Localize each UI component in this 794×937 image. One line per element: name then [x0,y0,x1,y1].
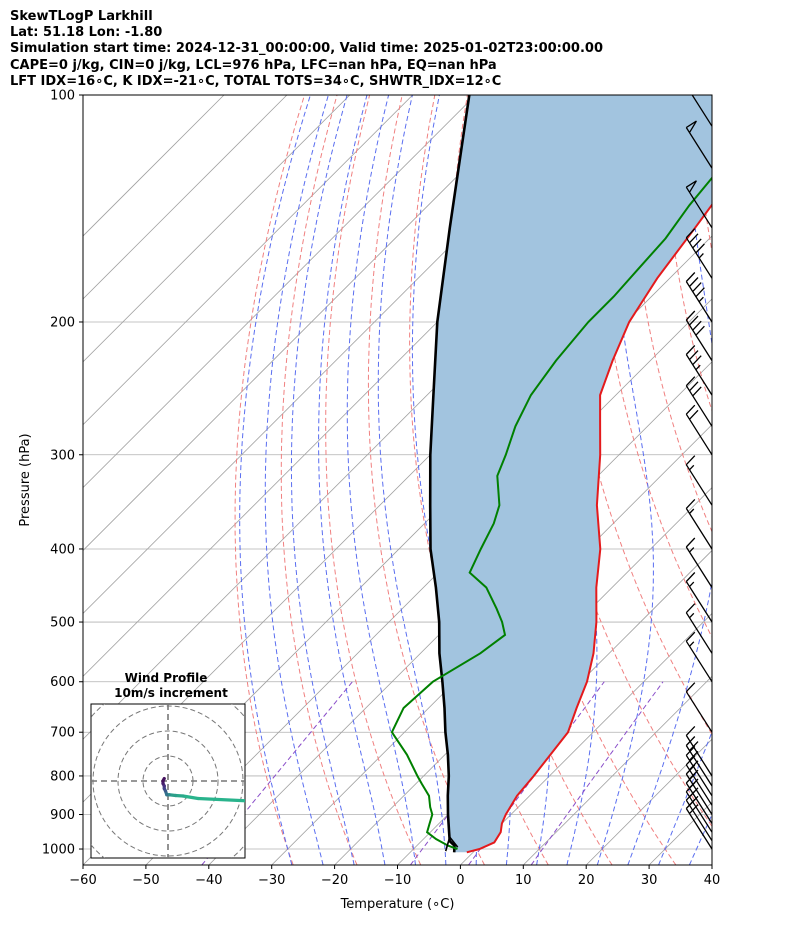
moist-adiabat [290,95,355,865]
hodograph-title: Wind Profile [125,671,208,685]
wind-barb [685,120,712,169]
dry-adiabat [234,95,305,865]
x-tick-label: −30 [258,873,285,888]
wind-barb [685,180,712,229]
y-tick-label: 500 [50,616,75,631]
y-tick-label: 200 [50,315,75,330]
x-tick-label: −20 [321,873,348,888]
parcel-line [428,95,471,853]
isotherm [523,675,712,865]
dry-adiabat [595,95,712,639]
hodograph-trace [161,776,166,783]
wind-barb [685,455,712,506]
isotherm [83,95,476,489]
isotherm [83,95,351,363]
wind-barb [685,310,712,361]
wind-barb [685,537,712,588]
y-tick-label: 100 [50,89,75,104]
dry-adiabat [662,95,712,413]
wind-barb [685,682,712,733]
wind-barb [685,631,712,683]
y-tick-label: 300 [50,448,75,463]
wind-barb [685,572,712,623]
hodograph-trace [197,796,245,803]
mixing-ratio-line [468,681,605,865]
mixing-ratio-line [201,681,353,865]
wind-barb [691,95,712,127]
moist-adiabat [596,95,654,865]
hodograph-inset: Wind Profile 10m/s increment [90,671,246,859]
dewpoint-line [390,176,712,850]
time-line: Simulation start time: 2024-12-31_00:00:… [10,41,603,57]
wind-barb [685,725,712,777]
isotherm [83,95,413,426]
isotherm [271,424,712,865]
isotherm [83,95,288,300]
dry-adiabat [280,95,358,865]
wind-barb [685,404,712,456]
y-tick-label: 700 [50,726,75,741]
dry-adiabat [728,95,794,865]
moist-adiabat [318,95,386,865]
location-line: Lat: 51.18 Lon: -1.80 [10,25,163,41]
wind-barb [685,345,712,396]
chart-header: SkewTLogP Larkhill Lat: 51.18 Lon: -1.80… [10,9,603,90]
chart-title: SkewTLogP Larkhill [10,9,153,24]
y-tick-label: 400 [50,542,75,557]
y-tick-label: 1000 [42,843,75,858]
x-tick-label: 0 [456,873,464,888]
moist-adiabat [239,95,311,865]
x-tick-label: 30 [641,873,658,888]
dry-adiabat [325,95,422,865]
y-tick-label: 800 [50,769,75,784]
moist-adiabat [752,95,794,865]
lcl-marker [444,835,459,852]
wind-barb [685,603,712,654]
x-axis-label: Temperature (∘C) [340,897,455,912]
index-line: LFT IDX=16∘C, K IDX=-21∘C, TOTAL TOTS=34… [10,73,502,89]
hodograph-ring [117,730,219,832]
y-tick-label: 900 [50,808,75,823]
hodograph-subtitle: 10m/s increment [114,686,228,700]
moist-adiabat [377,95,447,865]
y-axis-label: Pressure (hPa) [18,433,33,526]
dry-adiabat [694,95,712,255]
moist-adiabat [658,730,712,865]
x-tick-label: −60 [69,873,96,888]
cin-shading [430,95,712,853]
mixing-ratio-line [530,681,664,865]
wind-barb [685,272,712,323]
axes: −60 −50 −40 −30 −20 −10 0 10 20 30 40 100 200 300 400 5… [42,89,720,889]
isotherm [460,612,712,865]
temperature-line [466,203,712,854]
dry-adiabat [761,95,794,865]
x-tick-label: 20 [578,873,595,888]
wind-barb [685,228,712,279]
wind-barb [685,376,712,427]
x-tick-label: 40 [704,873,721,888]
cape-line: CAPE=0 j/kg, CIN=0 j/kg, LCL=976 hPa, LF… [10,57,497,73]
x-tick-label: 10 [515,873,532,888]
x-tick-label: −40 [195,873,222,888]
x-tick-label: −50 [132,873,159,888]
moist-adiabat [411,95,477,865]
moist-adiabat [627,95,712,865]
isotherm [83,95,225,237]
wind-barb [685,498,712,550]
plot-area [83,95,794,865]
isotherm [83,95,539,552]
moist-adiabat [346,95,416,865]
hodograph-area [91,704,245,858]
isotherm [711,864,712,865]
moist-adiabat [720,95,794,865]
hodograph-trace [181,794,200,801]
moist-adiabat [264,95,329,865]
y-tick-label: 600 [50,675,75,690]
x-tick-label: −10 [384,873,411,888]
